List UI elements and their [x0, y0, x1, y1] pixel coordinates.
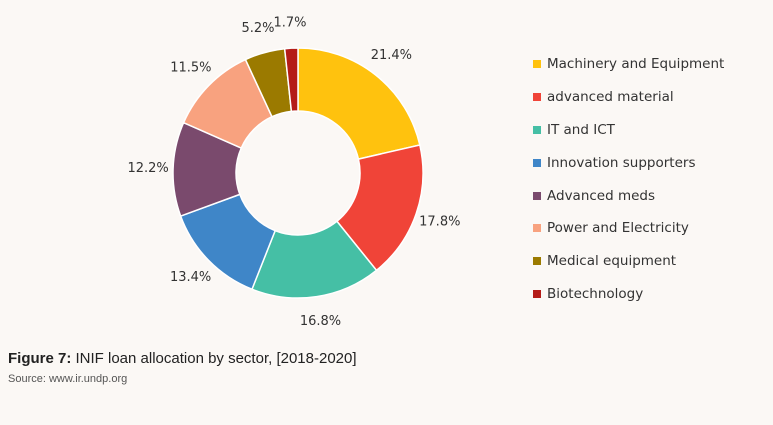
- slice-it-and-ict: [251, 220, 378, 299]
- pct-label-medical-equipment: 5.2%: [241, 21, 274, 36]
- pct-label-advanced-meds: 12.2%: [127, 161, 168, 176]
- legend-item-biotechnology: Biotechnology: [533, 278, 724, 311]
- legend-swatch: [533, 158, 541, 167]
- pct-label-advanced-material: 17.8%: [419, 215, 460, 230]
- legend-item-advanced-meds: Advanced meds: [533, 179, 724, 212]
- legend-item-medical-equipment: Medical equipment: [533, 245, 724, 278]
- figure-caption-prefix: Figure 7:: [8, 350, 72, 367]
- slice-advanced-material: [335, 144, 424, 272]
- legend-swatch: [533, 191, 541, 200]
- source-note: Source: www.ir.undp.org: [8, 373, 128, 385]
- legend-label: IT and ICT: [547, 121, 615, 138]
- legend-label: Biotechnology: [547, 285, 644, 302]
- legend-swatch: [533, 93, 541, 102]
- slice-biotechnology: [283, 47, 299, 113]
- percentage-labels: 21.4% 17.8% 16.8% 13.4% 12.2% 11.5% 5.2%1.7%: [127, 16, 460, 329]
- figure-caption: Figure 7: INIF loan allocation by sector…: [8, 350, 357, 367]
- pct-label-power-and-electricity: 11.5%: [170, 60, 211, 75]
- legend-item-machinery-and-equipment: Machinery and Equipment: [533, 48, 724, 81]
- legend-swatch: [533, 60, 541, 69]
- legend-item-power-and-electricity: Power and Electricity: [533, 212, 724, 245]
- legend-item-innovation-supporters: Innovation supporters: [533, 146, 724, 179]
- legend-label: advanced material: [547, 89, 674, 106]
- legend-swatch: [533, 224, 541, 233]
- legend-swatch: [533, 289, 541, 298]
- legend-item-advanced-material: advanced material: [533, 81, 724, 114]
- slice-machinery-and-equipment: [297, 47, 421, 160]
- pct-label-biotechnology: 1.7%: [273, 16, 306, 31]
- pct-label-it-and-ict: 16.8%: [300, 314, 341, 329]
- legend-swatch: [533, 125, 541, 134]
- donut-slices: [172, 47, 424, 299]
- chart-legend: Machinery and Equipment advanced material…: [533, 48, 724, 310]
- legend-label: Advanced meds: [547, 187, 656, 204]
- figure-caption-text: INIF loan allocation by sector, [2018-20…: [71, 350, 357, 367]
- legend-label: Medical equipment: [547, 253, 677, 270]
- legend-swatch: [533, 257, 541, 266]
- pct-label-innovation-supporters: 13.4%: [170, 270, 211, 285]
- legend-item-it-and-ict: IT and ICT: [533, 114, 724, 147]
- legend-label: Machinery and Equipment: [547, 56, 725, 73]
- legend-label: Innovation supporters: [547, 154, 696, 171]
- pct-label-machinery-and-equipment: 21.4%: [371, 48, 412, 63]
- legend-label: Power and Electricity: [547, 220, 689, 237]
